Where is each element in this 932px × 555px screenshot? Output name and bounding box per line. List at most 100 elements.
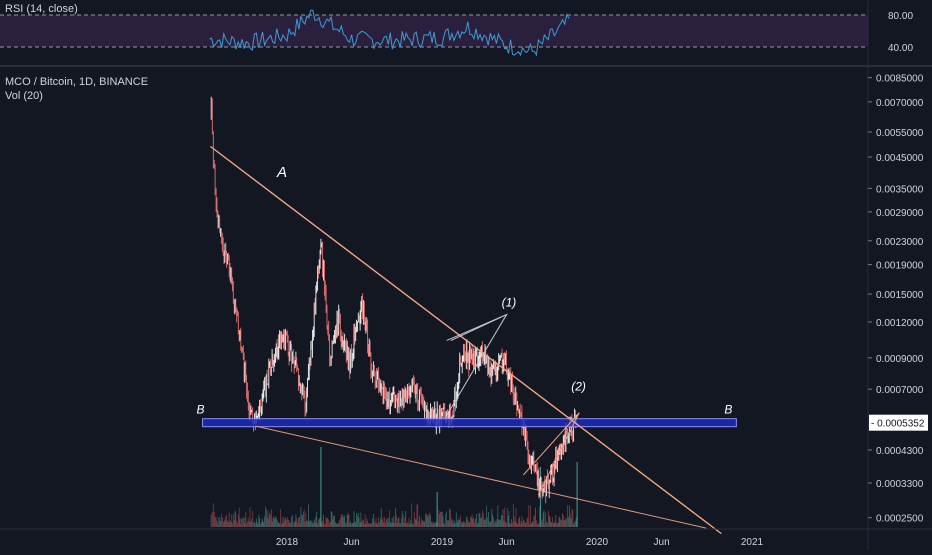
volume-bar [398, 517, 400, 527]
volume-bar [351, 523, 352, 527]
price-tick-label: 0.0009000 [876, 354, 924, 365]
volume-bar [576, 462, 578, 527]
rsi-pane[interactable]: 80.00 40.00 [0, 9, 932, 67]
volume-bar [236, 521, 238, 527]
volume-bar [495, 522, 497, 527]
volume-bar [335, 523, 337, 527]
rsi-band [0, 15, 868, 47]
volume-bar [549, 516, 551, 527]
volume-bar [251, 519, 253, 527]
volume-bar [480, 518, 482, 527]
time-tick-label: 2018 [276, 537, 299, 548]
volume-bar [482, 513, 484, 527]
volume-bar [365, 523, 367, 527]
volume-bar [466, 516, 468, 527]
volume-bar [525, 523, 526, 527]
volume-bar [446, 520, 448, 527]
time-tick-label: Jun [654, 537, 670, 548]
volume-bar [539, 506, 541, 527]
volume-bar [268, 519, 270, 527]
volume-bar [331, 512, 333, 527]
volume-bar [559, 517, 561, 527]
volume-bar [433, 523, 435, 527]
volume-bar [332, 519, 334, 527]
volume-bar [298, 517, 300, 527]
volume-bar [407, 522, 409, 527]
volume-bar [575, 520, 576, 527]
volume-bar [557, 522, 559, 527]
volume-bar [574, 522, 575, 527]
volume-bar [303, 510, 305, 527]
volume-bar [309, 521, 311, 527]
volume-bar [280, 523, 282, 527]
volume-bar [290, 522, 292, 527]
time-tick-label: 2020 [586, 537, 609, 548]
rsi-label: RSI (14, close) [5, 3, 78, 15]
volume-bar [460, 515, 461, 527]
volume-bar [424, 521, 425, 527]
volume-bar [432, 521, 434, 527]
trendline-lower[interactable] [256, 425, 707, 529]
support-band-b[interactable] [202, 418, 737, 428]
volume-bar [455, 522, 456, 527]
volume-bar [242, 517, 244, 527]
volume-bar [512, 522, 513, 527]
volume-bar [215, 517, 217, 527]
volume-bar [426, 515, 428, 527]
drawings[interactable]: B B A (1) (2) [197, 145, 737, 535]
volume-bar [568, 517, 569, 527]
volume-bar [313, 523, 314, 527]
volume-bar [349, 523, 351, 527]
volume-bar [230, 522, 232, 527]
volume-bar [282, 523, 284, 527]
volume-bar [283, 517, 285, 527]
rsi-line[interactable] [209, 9, 570, 57]
volume-bar [431, 523, 433, 527]
time-tick-label: Jun [499, 537, 515, 548]
volume-bar [492, 514, 494, 527]
volume-bar [286, 517, 288, 527]
volume-bar [416, 505, 418, 527]
trendline-a[interactable] [209, 145, 722, 535]
volume-bar [485, 520, 487, 527]
volume-bar [368, 523, 369, 527]
price-tick-label: 0.0007000 [876, 385, 924, 396]
volume-bar [541, 519, 543, 527]
volume-bar [345, 522, 346, 527]
time-tick-label: 2021 [741, 537, 764, 548]
volume-bar [407, 522, 408, 527]
volume-bar [451, 522, 453, 527]
volume-bar [529, 523, 531, 527]
volume-bar [569, 513, 571, 527]
volume-bar [400, 523, 401, 527]
volume-bar [541, 521, 542, 527]
rsi-level-label: 40.00 [888, 43, 913, 54]
volume-bar [229, 520, 231, 527]
volume-bar [296, 518, 298, 527]
volume-bar [254, 521, 255, 527]
wedge-2[interactable] [522, 412, 580, 496]
last-price-badge [869, 414, 928, 431]
wedge-1-upper[interactable] [450, 314, 507, 341]
volume-bar [291, 516, 292, 527]
volume-bar [234, 510, 236, 527]
volume-bar [210, 514, 212, 527]
volume-bar [286, 519, 287, 527]
volume-bar [411, 503, 413, 527]
volume-bar [239, 518, 241, 527]
volume-bar [293, 520, 295, 527]
volume-bar [266, 517, 268, 527]
volume-bar [247, 521, 248, 527]
volume-bar [483, 520, 485, 527]
volume-bar [565, 518, 567, 527]
price-tick-label: 0.0012000 [876, 318, 924, 329]
volume-bar [319, 518, 321, 527]
volume-bar [308, 520, 310, 527]
symbol-label: MCO / Bitcoin, 1D, BINANCE [5, 76, 149, 88]
volume-bar [317, 523, 318, 527]
volume-bar [500, 519, 501, 527]
volume-bar [465, 516, 467, 527]
